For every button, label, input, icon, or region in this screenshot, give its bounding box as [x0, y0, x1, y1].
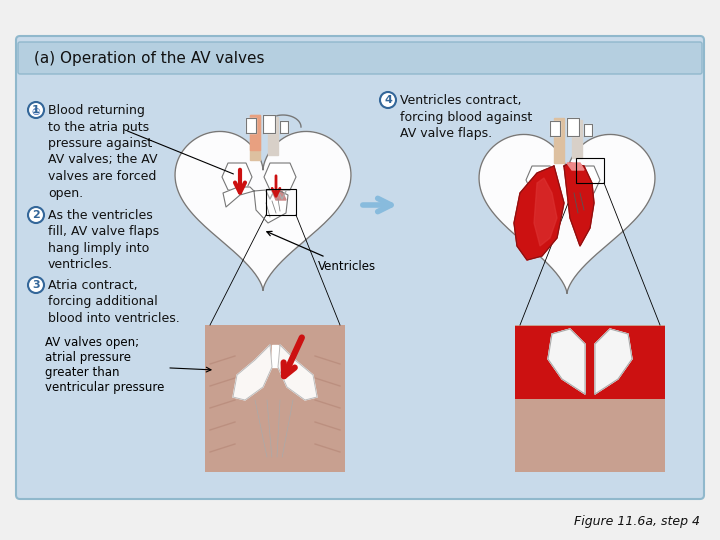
Polygon shape [250, 115, 260, 160]
FancyBboxPatch shape [18, 42, 702, 74]
FancyBboxPatch shape [515, 326, 665, 399]
FancyBboxPatch shape [205, 325, 345, 472]
Polygon shape [567, 118, 579, 136]
Text: ①: ① [32, 107, 40, 117]
FancyBboxPatch shape [515, 325, 665, 472]
Polygon shape [246, 118, 256, 133]
Polygon shape [233, 345, 272, 400]
Polygon shape [572, 120, 582, 158]
Circle shape [28, 102, 44, 118]
Polygon shape [272, 191, 286, 200]
Text: (a) Operation of the AV valves: (a) Operation of the AV valves [34, 51, 264, 65]
Polygon shape [264, 163, 296, 190]
Polygon shape [564, 163, 594, 246]
Polygon shape [534, 178, 557, 246]
Polygon shape [268, 117, 278, 155]
Polygon shape [263, 115, 275, 133]
Polygon shape [175, 131, 351, 291]
Polygon shape [278, 345, 317, 400]
Polygon shape [554, 118, 564, 163]
Polygon shape [254, 190, 288, 223]
Text: Ventricles: Ventricles [267, 231, 376, 273]
Polygon shape [222, 163, 252, 190]
Text: 2: 2 [32, 210, 40, 220]
Text: 3: 3 [32, 280, 40, 290]
Circle shape [380, 92, 396, 108]
Polygon shape [595, 329, 632, 394]
Polygon shape [585, 344, 595, 394]
Polygon shape [250, 115, 260, 150]
Text: 4: 4 [384, 95, 392, 105]
Bar [576, 158, 604, 183]
FancyBboxPatch shape [16, 36, 704, 499]
Circle shape [28, 277, 44, 293]
Text: 1: 1 [32, 105, 40, 115]
Polygon shape [584, 124, 592, 136]
Bar [266, 189, 296, 215]
Polygon shape [272, 345, 278, 367]
Polygon shape [567, 163, 584, 170]
Text: Ventricles contract,
forcing blood against
AV valve flaps.: Ventricles contract, forcing blood again… [400, 94, 532, 140]
Polygon shape [548, 329, 585, 394]
Polygon shape [548, 329, 585, 394]
Text: Atria contract,
forcing additional
blood into ventricles.: Atria contract, forcing additional blood… [48, 279, 180, 325]
Circle shape [28, 207, 44, 223]
Text: AV valves open;
atrial pressure
greater than
ventricular pressure: AV valves open; atrial pressure greater … [45, 336, 211, 394]
Polygon shape [526, 166, 556, 193]
Text: As the ventricles
fill, AV valve flaps
hang limply into
ventricles.: As the ventricles fill, AV valve flaps h… [48, 209, 159, 272]
Polygon shape [595, 329, 632, 394]
Text: Figure 11.6a, step 4: Figure 11.6a, step 4 [574, 515, 700, 528]
Polygon shape [280, 121, 288, 133]
Polygon shape [550, 121, 560, 136]
Polygon shape [223, 187, 254, 207]
Polygon shape [479, 134, 655, 293]
Polygon shape [568, 166, 600, 193]
Text: Blood returning
to the atria puts
pressure against
AV valves; the AV
valves are : Blood returning to the atria puts pressu… [48, 104, 158, 199]
Polygon shape [514, 166, 564, 260]
